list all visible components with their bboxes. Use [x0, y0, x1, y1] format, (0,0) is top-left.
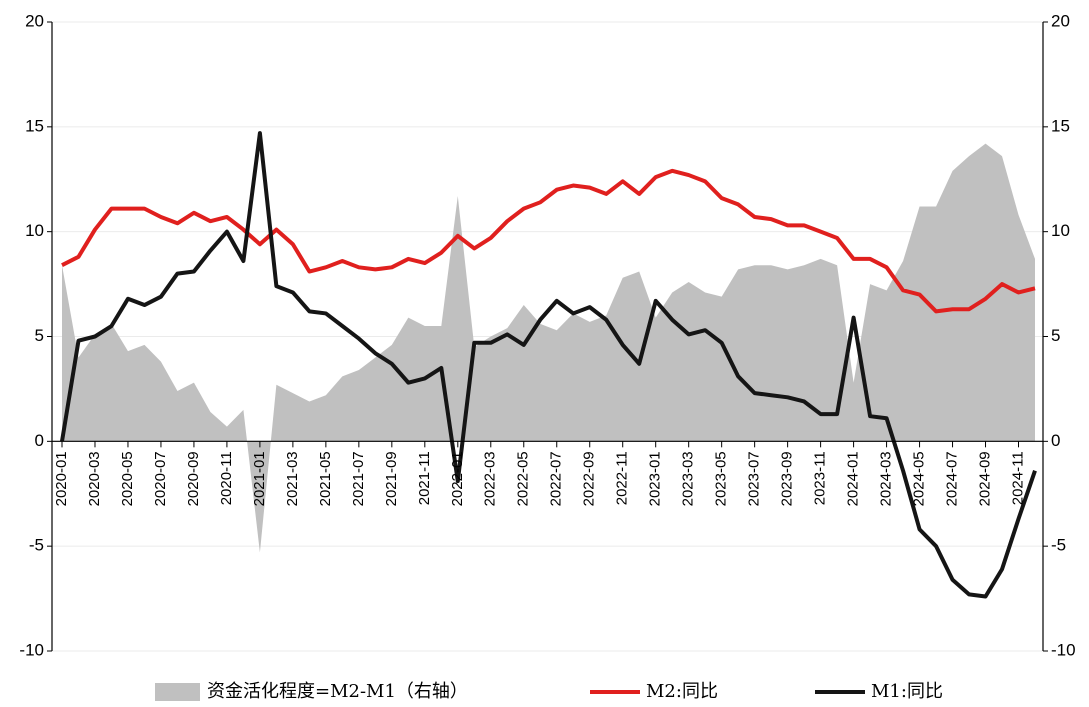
x-tick-label: 2022-11 [614, 451, 631, 505]
y2-tick-label: -10 [1051, 640, 1076, 659]
x-tick-label: 2022-09 [581, 451, 598, 506]
legend-swatch [155, 683, 200, 701]
y2-tick-label: -5 [1051, 536, 1066, 555]
line [60, 131, 1037, 599]
y-tick-label: 20 [25, 11, 44, 30]
y2-tick-label: 15 [1051, 116, 1070, 135]
x-tick-label: 2023-01 [647, 451, 664, 506]
x-tick-label: 2023-05 [713, 451, 730, 506]
y-tick-label: 0 [35, 431, 44, 450]
x-tick-label: 2020-11 [218, 451, 235, 505]
area [62, 143, 1035, 553]
x-tick-label: 2021-11 [416, 451, 433, 505]
x-tick-label: 2022-05 [515, 451, 532, 506]
x-tick-label: 2020-01 [53, 451, 70, 506]
y2-tick-label: 10 [1051, 221, 1070, 240]
y-tick-label: -10 [19, 640, 44, 659]
x-tick-label: 2023-07 [746, 451, 763, 506]
y2-tick-label: 5 [1051, 326, 1060, 345]
x-tick-label: 2021-01 [251, 451, 268, 506]
x-tick-label: 2024-07 [944, 451, 961, 506]
x-tick-label: 2020-03 [86, 451, 103, 506]
line [61, 168, 1036, 314]
x-tick-label: 2022-03 [482, 451, 499, 506]
x-tick-label: 2020-09 [185, 451, 202, 506]
x-tick-label: 2021-05 [317, 451, 334, 506]
y-tick-label: -5 [29, 536, 44, 555]
x-tick-label: 2021-09 [383, 451, 400, 506]
x-tick-label: 2024-01 [845, 451, 862, 506]
y-tick-label: 10 [25, 221, 44, 240]
x-tick-label: 2023-09 [779, 451, 796, 506]
x-tick-label: 2023-03 [680, 451, 697, 506]
x-tick-label: 2021-03 [284, 451, 301, 506]
x-tick-label: 2020-05 [119, 451, 136, 506]
y-tick-label: 5 [35, 326, 44, 345]
x-tick-label: 2021-07 [350, 451, 367, 506]
x-tick-label: 2024-03 [878, 451, 895, 506]
x-tick-label: 2023-11 [812, 451, 829, 505]
x-tick-label: 2024-09 [976, 451, 993, 506]
y2-tick-label: 20 [1051, 11, 1070, 30]
legend-label: M2:同比 [646, 681, 718, 702]
legend-label: M1:同比 [871, 681, 943, 702]
x-tick-label: 2024-11 [1009, 451, 1026, 505]
x-tick-label: 2022-01 [449, 451, 466, 506]
x-tick-label: 2020-07 [152, 451, 169, 506]
y2-tick-label: 0 [1051, 431, 1060, 450]
y-tick-label: 15 [25, 116, 44, 135]
x-tick-label: 2022-07 [548, 451, 565, 506]
legend-label: 资金活化程度=M2-M1（右轴） [207, 681, 468, 702]
x-tick-label: 2024-05 [911, 451, 928, 506]
